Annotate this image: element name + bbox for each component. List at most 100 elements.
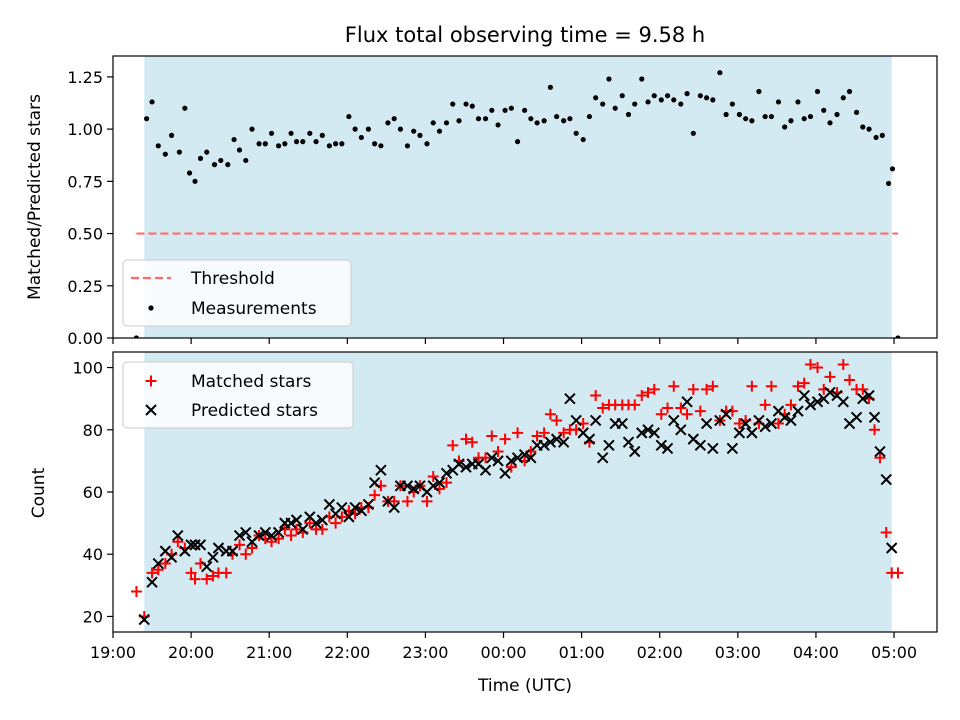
measurement-point bbox=[365, 126, 372, 132]
legend-measurements-label: Measurements bbox=[191, 299, 317, 319]
measurement-point bbox=[729, 101, 735, 107]
measurement-point bbox=[288, 130, 294, 136]
predicted-point bbox=[486, 452, 498, 464]
matched-point bbox=[234, 539, 246, 551]
measurement-point bbox=[834, 111, 840, 118]
measurement-point bbox=[256, 141, 262, 147]
measurement-point bbox=[717, 70, 723, 76]
y-tick-label: 100 bbox=[72, 359, 103, 378]
predicted-point bbox=[700, 417, 713, 430]
measurement-point bbox=[404, 143, 411, 149]
measurement-point bbox=[186, 170, 193, 176]
predicted-point bbox=[668, 414, 680, 427]
matched-point bbox=[662, 402, 674, 414]
measurement-point bbox=[192, 178, 198, 184]
measurement-point bbox=[853, 109, 860, 115]
predicted-point bbox=[648, 427, 660, 439]
measurement-point bbox=[782, 124, 788, 130]
measurement-point bbox=[346, 113, 352, 120]
predicted-point bbox=[616, 417, 628, 430]
measurement-point bbox=[443, 120, 450, 126]
matched-point bbox=[544, 408, 556, 420]
predicted-point bbox=[207, 551, 219, 564]
x-tick-label: 02:00 bbox=[637, 643, 683, 662]
measurement-point bbox=[495, 122, 501, 128]
predicted-point bbox=[707, 442, 719, 455]
matched-point bbox=[874, 452, 886, 464]
legend-matched-label: Matched stars bbox=[191, 372, 311, 392]
measurement-point bbox=[155, 143, 161, 149]
matched-point bbox=[746, 380, 758, 392]
predicted-point bbox=[726, 442, 739, 455]
x-tick-label: 01:00 bbox=[559, 643, 605, 662]
x-tick-label: 19:00 bbox=[90, 643, 136, 662]
predicted-point bbox=[226, 545, 239, 557]
predicted-point bbox=[857, 392, 869, 405]
series-measurements bbox=[133, 70, 901, 338]
matched-point bbox=[812, 362, 823, 374]
measurement-point bbox=[710, 97, 716, 103]
legend-box bbox=[122, 361, 354, 429]
predicted-point bbox=[544, 436, 557, 448]
measurement-point bbox=[593, 95, 599, 101]
measurement-point bbox=[522, 107, 528, 113]
predicted-point bbox=[492, 455, 504, 467]
measurement-point bbox=[639, 76, 645, 82]
measurement-point bbox=[895, 335, 901, 338]
matched-point bbox=[291, 523, 303, 535]
measurement-point bbox=[879, 132, 885, 138]
measurement-point bbox=[684, 91, 690, 97]
measurement-point bbox=[768, 113, 775, 120]
predicted-point bbox=[655, 439, 667, 452]
legend-predicted-label: Predicted stars bbox=[191, 401, 318, 421]
predicted-point bbox=[765, 417, 778, 430]
measurement-point bbox=[162, 151, 168, 157]
measurement-point bbox=[300, 139, 306, 145]
measurement-point bbox=[293, 139, 300, 145]
matched-point bbox=[648, 383, 660, 395]
measurement-point bbox=[612, 105, 618, 111]
predicted-point bbox=[362, 498, 375, 511]
measurement-point bbox=[339, 141, 345, 147]
predicted-point bbox=[212, 542, 225, 554]
legend-predicted-swatch bbox=[145, 404, 157, 416]
measurement-point bbox=[218, 157, 224, 164]
measurement-point bbox=[821, 107, 827, 113]
matched-point bbox=[636, 390, 648, 402]
measurement-point bbox=[319, 132, 325, 138]
measurement-point bbox=[541, 118, 547, 124]
measurement-point bbox=[168, 132, 175, 138]
chart-title: Flux total observing time = 9.58 h bbox=[345, 23, 705, 47]
predicted-point bbox=[460, 461, 472, 473]
predicted-point bbox=[538, 439, 550, 452]
matched-point bbox=[185, 567, 197, 579]
matched-point bbox=[668, 380, 680, 392]
measurement-point bbox=[801, 116, 807, 122]
legend: Matched stars Predicted stars bbox=[122, 361, 354, 429]
matched-point bbox=[388, 495, 400, 507]
matched-point bbox=[792, 380, 804, 392]
measurement-point bbox=[326, 143, 332, 149]
measurement-point bbox=[424, 141, 430, 147]
matched-point bbox=[304, 517, 316, 529]
predicted-point bbox=[259, 526, 272, 539]
matched-point bbox=[837, 358, 849, 370]
measurement-point bbox=[182, 105, 188, 111]
predicted-point bbox=[290, 514, 303, 526]
matched-point bbox=[551, 414, 563, 426]
matched-point bbox=[707, 380, 719, 392]
predicted-point bbox=[583, 433, 596, 445]
predicted-point bbox=[505, 455, 518, 467]
matched-point bbox=[201, 573, 213, 585]
matched-point bbox=[285, 530, 297, 542]
matched-point bbox=[558, 427, 570, 439]
predicted-point bbox=[850, 411, 863, 424]
measurement-point bbox=[249, 126, 255, 132]
predicted-point bbox=[798, 389, 810, 402]
legend-measurements-swatch bbox=[148, 305, 154, 311]
predicted-point bbox=[336, 501, 348, 514]
measurement-point bbox=[885, 180, 892, 187]
measurement-point bbox=[417, 132, 423, 138]
measurement-point bbox=[282, 141, 288, 147]
matched-point bbox=[531, 430, 543, 442]
